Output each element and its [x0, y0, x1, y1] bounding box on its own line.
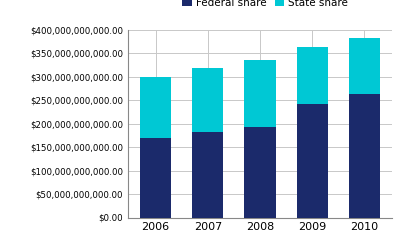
Bar — [349, 94, 380, 218]
Legend: Federal share, State share: Federal share, State share — [178, 0, 352, 12]
Bar — [296, 47, 328, 104]
Bar — [140, 77, 171, 138]
Bar — [296, 104, 328, 218]
Bar — [192, 68, 224, 132]
Bar — [192, 132, 224, 218]
Bar — [244, 127, 276, 218]
Bar — [140, 138, 171, 218]
Bar — [349, 38, 380, 94]
Bar — [244, 60, 276, 127]
